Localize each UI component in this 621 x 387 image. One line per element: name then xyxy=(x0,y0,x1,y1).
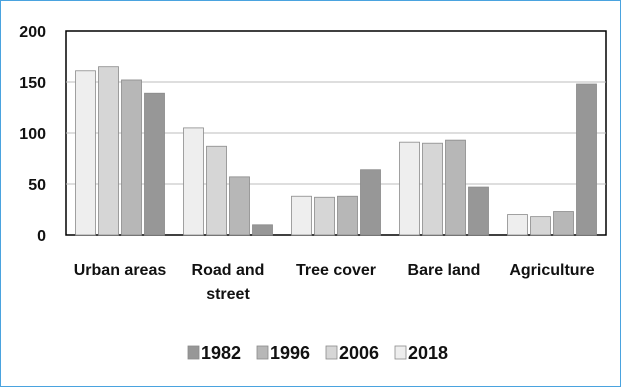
bar-2018-4 xyxy=(507,214,528,236)
category-label-line: Bare land xyxy=(408,262,481,279)
bar-2018-2 xyxy=(291,195,312,236)
bar-1982-2 xyxy=(360,169,381,236)
x-axis-categories: Urban areas Road and street Tree cover Bare … xyxy=(74,262,595,303)
bar-2018-3 xyxy=(399,141,420,236)
bar-1982-1 xyxy=(252,224,273,236)
legend-swatch-2006 xyxy=(325,345,338,360)
bar-2006-1 xyxy=(206,145,227,236)
bar-1996-2 xyxy=(337,195,358,236)
legend-label-2018: 2018 xyxy=(408,343,448,363)
bar-2018-1 xyxy=(183,127,204,236)
category-label-line: street xyxy=(206,286,250,303)
y-tick-label: 200 xyxy=(19,24,46,41)
legend-swatch-2018 xyxy=(394,345,407,360)
bars xyxy=(75,66,597,236)
category-label: Agriculture xyxy=(509,262,594,279)
category-label: Road and street xyxy=(192,262,265,303)
category-label-line: Road and xyxy=(192,262,265,279)
bar-1996-3 xyxy=(445,139,466,236)
y-tick-label: 50 xyxy=(28,177,46,194)
category-label-line: Agriculture xyxy=(509,262,594,279)
category-label: Tree cover xyxy=(296,262,376,279)
legend-swatch-1996 xyxy=(256,345,269,360)
bar-2006-4 xyxy=(530,216,551,236)
category-label: Urban areas xyxy=(74,262,167,279)
bar-1996-4 xyxy=(553,211,574,236)
bar-1982-3 xyxy=(468,186,489,236)
bar-1982-0 xyxy=(144,92,165,236)
legend: 1982 1996 2006 2018 xyxy=(187,343,448,363)
legend-label-1996: 1996 xyxy=(270,343,310,363)
legend-label-2006: 2006 xyxy=(339,343,379,363)
bar-1996-0 xyxy=(121,79,142,236)
category-label-line: Tree cover xyxy=(296,262,376,279)
bar-1982-4 xyxy=(576,83,597,236)
bar-1996-1 xyxy=(229,176,250,236)
y-tick-label: 150 xyxy=(19,75,46,92)
category-label-line: Urban areas xyxy=(74,262,167,279)
legend-label-1982: 1982 xyxy=(201,343,241,363)
y-tick-label: 100 xyxy=(19,126,46,143)
category-label: Bare land xyxy=(408,262,481,279)
bar-2006-2 xyxy=(314,196,335,236)
legend-swatch-1982 xyxy=(187,345,200,360)
bar-2006-0 xyxy=(98,66,119,236)
bar-2018-0 xyxy=(75,70,96,236)
y-tick-label: 0 xyxy=(37,228,46,245)
bar-2006-3 xyxy=(422,142,443,236)
y-axis-ticks: 0 50 100 150 200 xyxy=(19,24,46,245)
